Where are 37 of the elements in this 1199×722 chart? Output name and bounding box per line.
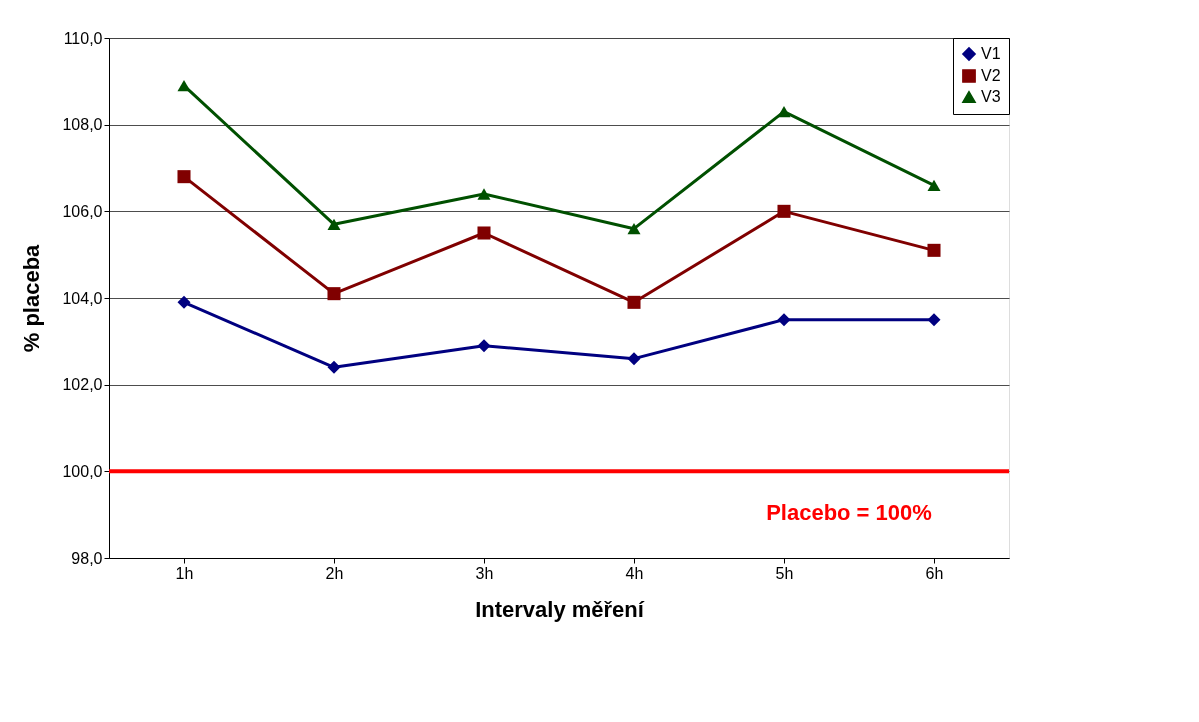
point: [327, 360, 341, 374]
legend-label: V1: [981, 45, 1001, 62]
point: [477, 226, 491, 240]
point: [177, 170, 191, 184]
y-tick-label: 104,0: [62, 289, 103, 307]
point: [327, 218, 341, 230]
point: [177, 295, 191, 309]
point: [777, 106, 791, 118]
x-tick-label: 1h: [175, 564, 194, 582]
legend-label: V2: [981, 67, 1001, 84]
annotation: Placebo = 100%: [766, 500, 932, 525]
x-tick-label: 5h: [775, 564, 794, 582]
legend-label: V3: [981, 88, 1001, 105]
point: [927, 243, 941, 257]
x-tick-label: 4h: [625, 564, 644, 582]
point: [477, 339, 491, 353]
y-tick-label: 100,0: [62, 462, 103, 480]
x-tick-label: 3h: [475, 564, 494, 582]
y-tick-label: 98,0: [71, 549, 103, 567]
y-axis-title: % placeba: [19, 243, 45, 353]
point: [777, 204, 791, 218]
point: [177, 80, 191, 92]
y-tick-label: 110,0: [63, 29, 103, 47]
point: [777, 313, 791, 327]
point: [627, 223, 641, 235]
point: [477, 188, 491, 200]
x-axis-title: Intervaly měření: [475, 596, 645, 622]
point: [927, 313, 941, 327]
point: [627, 352, 641, 366]
x-tick-label: 6h: [925, 564, 944, 582]
point: [627, 295, 641, 309]
point: [927, 179, 941, 191]
y-tick-label: 102,0: [62, 376, 103, 394]
y-tick-label: 108,0: [62, 116, 103, 134]
x-tick-label: 2h: [325, 564, 344, 582]
y-tick-label: 106,0: [62, 202, 103, 220]
point: [327, 287, 341, 301]
